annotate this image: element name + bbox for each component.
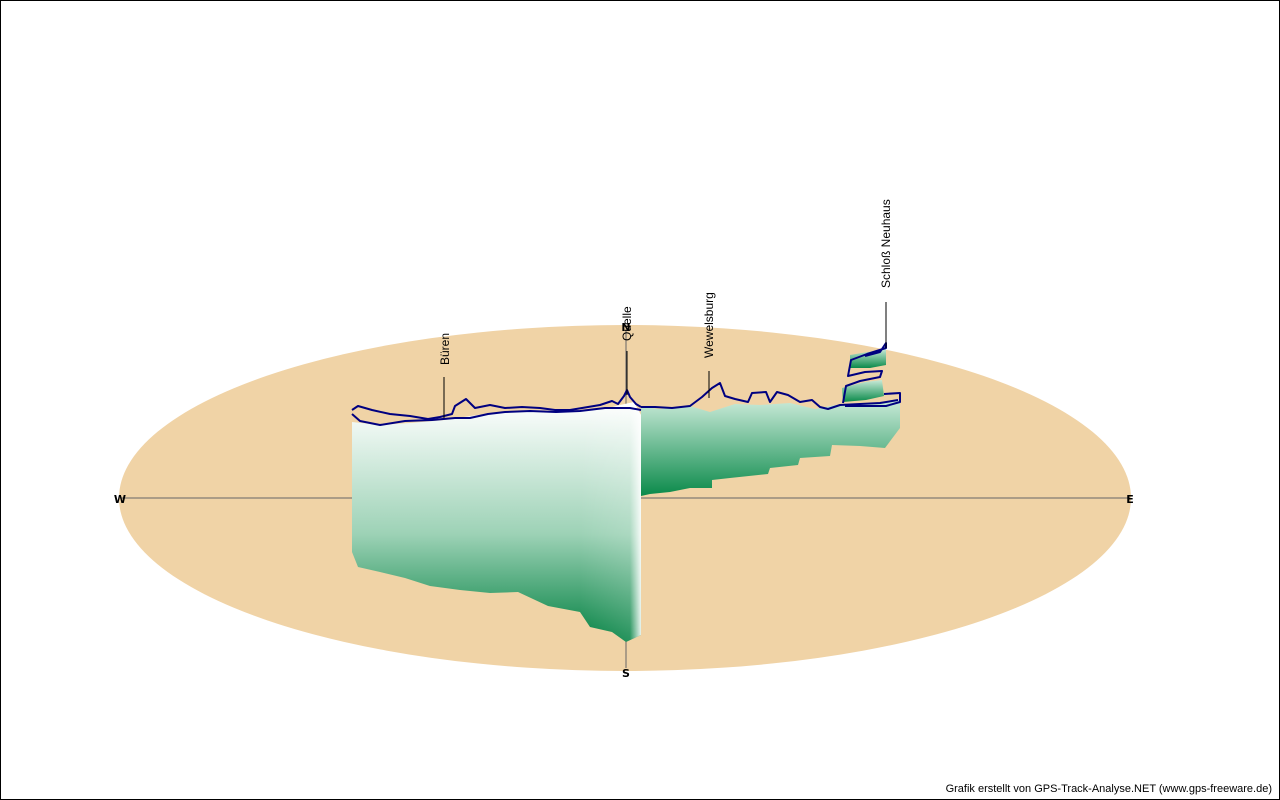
compass-west: W <box>114 493 126 506</box>
compass-east: E <box>1126 493 1134 506</box>
track-line-return <box>351 407 642 426</box>
credit-text: Grafik erstellt von GPS-Track-Analyse.NE… <box>945 783 1272 795</box>
track-line <box>351 382 899 420</box>
elevation-wall-east <box>641 400 900 496</box>
elevation-wall-west-shine <box>580 402 641 642</box>
waypoint-quelle-label: Quelle <box>620 306 634 341</box>
waypoint-schloss-neuhaus-label: Schloß Neuhaus <box>879 199 893 288</box>
track-line-east-end <box>845 392 901 407</box>
compass-south: S <box>622 667 630 680</box>
waypoint-buren-label: Büren <box>438 333 452 365</box>
waypoint-wewelsburg-label: Wewelsburg <box>702 292 716 358</box>
elevation-wall-west <box>352 402 641 642</box>
elevation-wall-loop <box>842 380 884 402</box>
compass-north: N <box>621 321 630 334</box>
